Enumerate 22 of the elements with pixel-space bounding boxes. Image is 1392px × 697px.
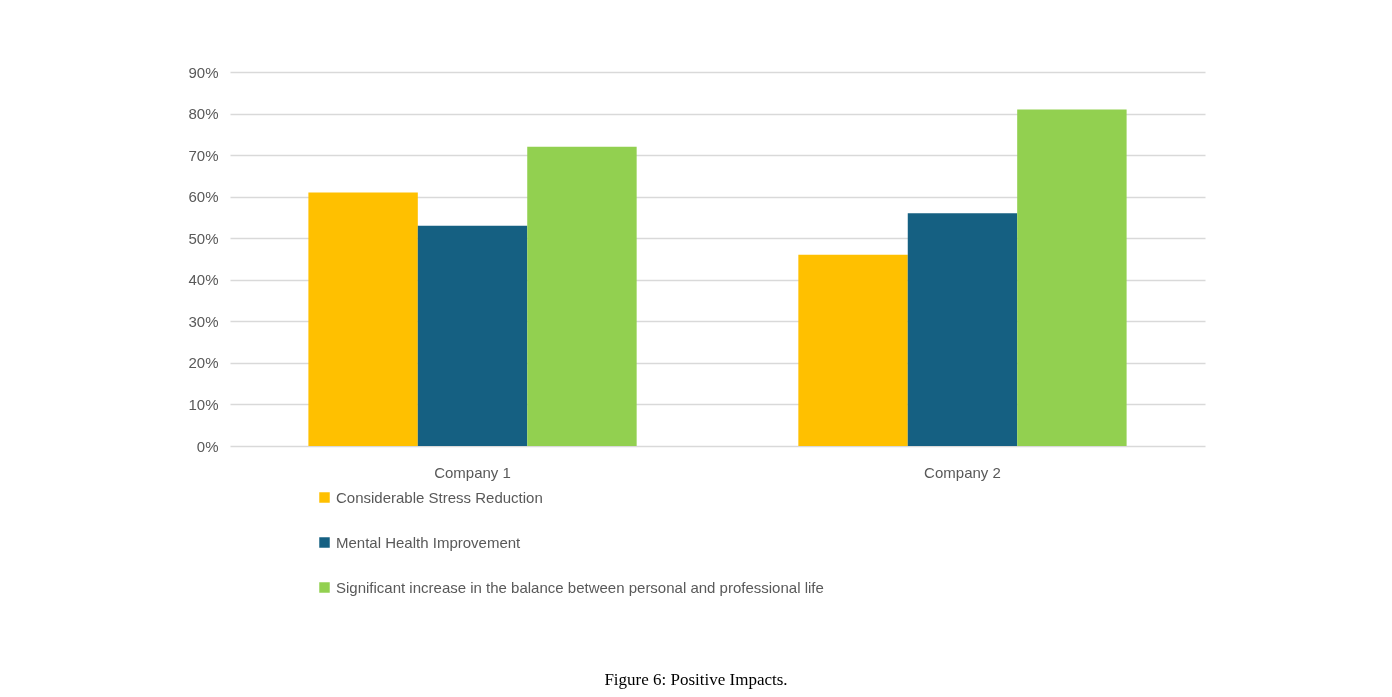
y-tick-label: 10% bbox=[188, 395, 219, 413]
bar bbox=[907, 213, 1018, 446]
bar bbox=[798, 254, 908, 446]
y-tick-label: 70% bbox=[188, 146, 219, 164]
legend-label: Considerable Stress Reduction bbox=[336, 488, 543, 506]
legend-label: Significant increase in the balance between personal and professional life bbox=[336, 578, 824, 596]
legend-label: Mental Health Improvement bbox=[336, 533, 522, 551]
bar bbox=[527, 146, 637, 446]
y-tick-label: 30% bbox=[188, 312, 219, 330]
x-tick-label: Company 2 bbox=[924, 463, 1001, 481]
caption: Figure 6: Positive Impacts. bbox=[604, 670, 788, 689]
bar bbox=[417, 225, 528, 446]
y-tick-label: 60% bbox=[188, 188, 219, 206]
y-tick-label: 40% bbox=[188, 271, 219, 289]
y-tick-label: 90% bbox=[188, 63, 219, 81]
x-tick-label: Company 1 bbox=[434, 463, 511, 481]
y-tick-label: 20% bbox=[188, 354, 219, 372]
y-tick-label: 50% bbox=[188, 229, 219, 247]
bar bbox=[308, 192, 418, 446]
y-tick-label: 80% bbox=[188, 105, 219, 123]
bar bbox=[1017, 109, 1127, 446]
y-tick-label: 0% bbox=[196, 437, 219, 455]
